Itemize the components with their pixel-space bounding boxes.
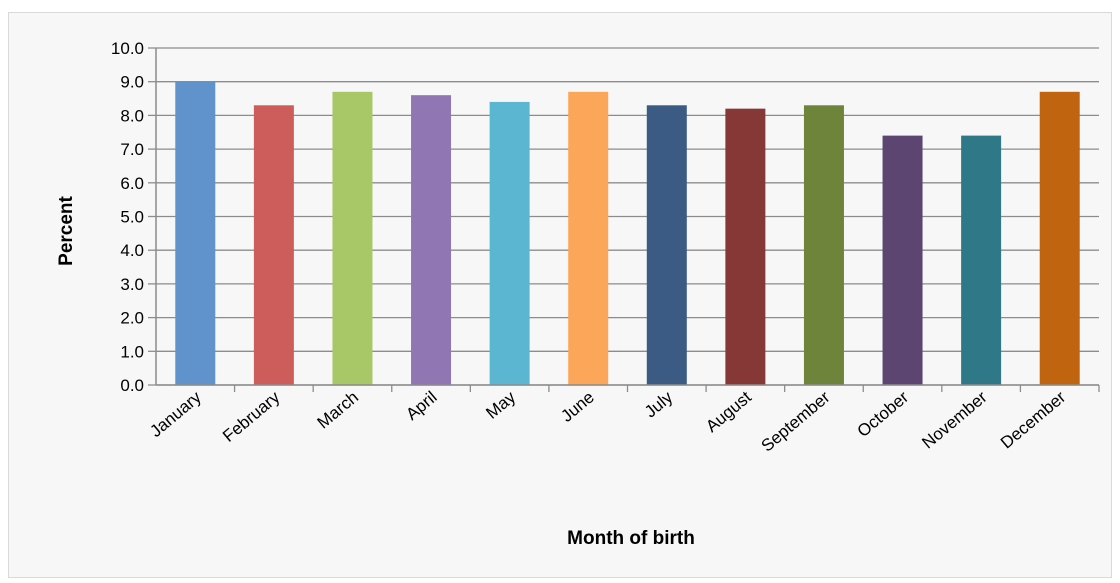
x-category-label: August bbox=[702, 387, 755, 436]
bar-january bbox=[175, 81, 216, 385]
y-tick-label: 10.0 bbox=[111, 39, 144, 58]
x-category-label: June bbox=[557, 388, 597, 426]
bar-june bbox=[568, 91, 609, 385]
bar-may bbox=[489, 101, 530, 386]
y-tick-label: 1.0 bbox=[120, 342, 144, 361]
x-category-label: October bbox=[854, 387, 913, 441]
y-tick-label: 3.0 bbox=[120, 275, 144, 294]
axes bbox=[155, 48, 1100, 392]
x-category-label: April bbox=[402, 388, 440, 424]
x-category-labels: January February March April May June July Augu… bbox=[146, 387, 1069, 455]
bar-september bbox=[803, 105, 844, 385]
bar-chart: 0.0 1.0 2.0 3.0 4.0 5.0 6.0 7.0 8.0 9.0 10.0 Janua… bbox=[56, 39, 1100, 549]
x-category-label: March bbox=[314, 388, 362, 433]
bar-july bbox=[646, 105, 687, 385]
y-tick-label: 8.0 bbox=[120, 106, 144, 125]
y-tick-label: 4.0 bbox=[120, 241, 144, 260]
y-tick-label: 5.0 bbox=[120, 208, 144, 227]
gridlines bbox=[148, 47, 1099, 386]
x-category-label: July bbox=[641, 387, 677, 421]
bar-march bbox=[332, 91, 373, 385]
y-tick-label: 6.0 bbox=[120, 174, 144, 193]
bar-august bbox=[725, 108, 766, 385]
y-tick-label: 9.0 bbox=[120, 73, 144, 92]
y-tick-label: 7.0 bbox=[120, 140, 144, 159]
x-category-label: November bbox=[918, 387, 991, 452]
x-category-label: February bbox=[219, 387, 284, 446]
y-axis-title: Percent bbox=[56, 195, 77, 265]
y-tick-labels: 0.0 1.0 2.0 3.0 4.0 5.0 6.0 7.0 8.0 9.0 10.0 bbox=[111, 39, 144, 395]
bars bbox=[175, 81, 1080, 386]
bar-february bbox=[253, 105, 294, 385]
bar-november bbox=[961, 135, 1002, 385]
bar-april bbox=[411, 95, 452, 386]
chart-frame: 0.0 1.0 2.0 3.0 4.0 5.0 6.0 7.0 8.0 9.0 10.0 Janua… bbox=[8, 12, 1112, 578]
x-category-label: December bbox=[997, 387, 1070, 452]
x-category-label: May bbox=[482, 387, 519, 423]
bar-october bbox=[882, 135, 923, 385]
x-axis-title: Month of birth bbox=[567, 528, 695, 549]
y-tick-label: 0.0 bbox=[120, 376, 144, 395]
y-tick-label: 2.0 bbox=[120, 309, 144, 328]
bar-december bbox=[1039, 91, 1080, 385]
x-category-label: January bbox=[146, 387, 205, 441]
x-category-label: September bbox=[758, 387, 834, 455]
